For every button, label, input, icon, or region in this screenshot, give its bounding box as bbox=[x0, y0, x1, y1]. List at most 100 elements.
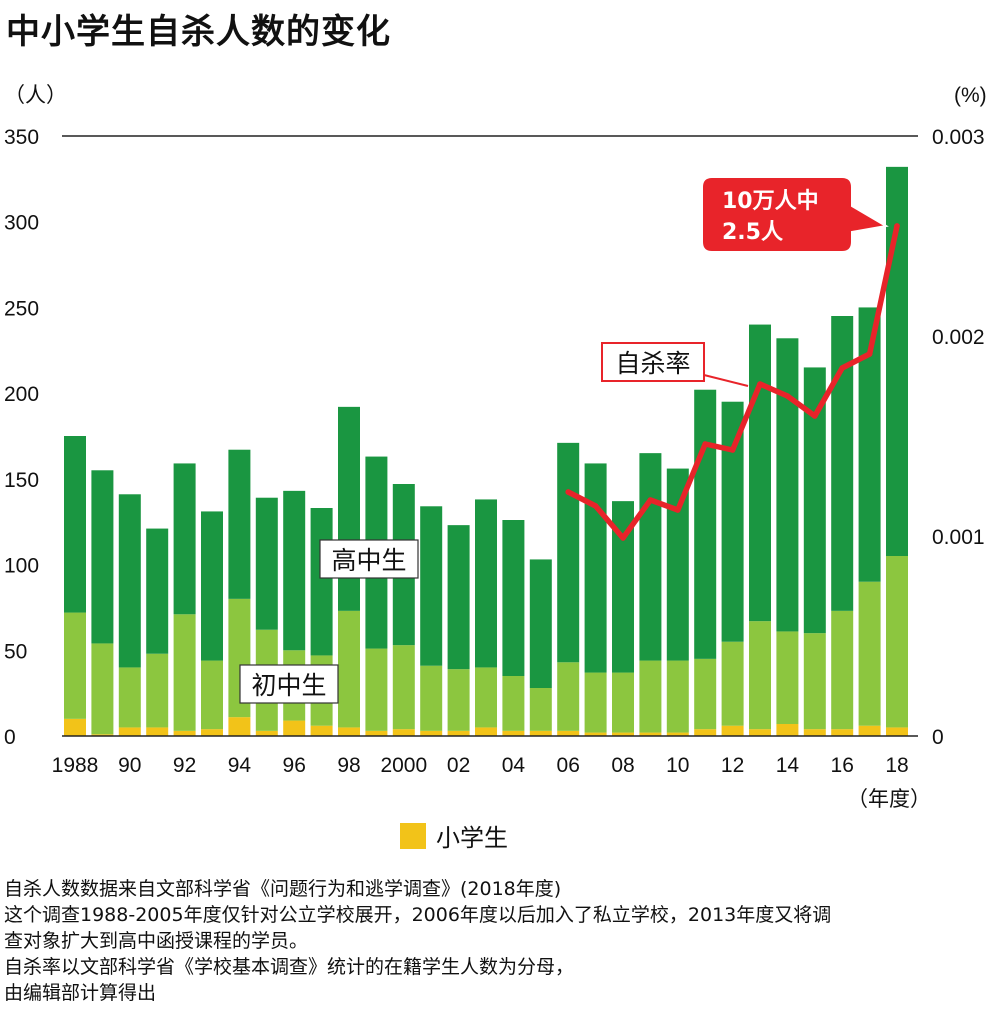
rate-point bbox=[592, 503, 599, 509]
bar-segment bbox=[447, 669, 470, 731]
rate-point bbox=[647, 497, 654, 503]
y2-tick-label: 0 bbox=[932, 726, 944, 749]
bar-segment bbox=[201, 660, 223, 730]
x-tick-label: 96 bbox=[283, 754, 306, 777]
x-tick-label: 14 bbox=[776, 754, 800, 777]
bar-segment bbox=[118, 494, 141, 668]
bar-segment bbox=[529, 688, 552, 731]
bar-segment bbox=[749, 729, 771, 736]
bar-segment bbox=[858, 307, 881, 582]
bar-segment bbox=[886, 556, 908, 728]
y-tick-label: 50 bbox=[4, 640, 27, 663]
bar-segment bbox=[749, 324, 771, 622]
page-title: 中小学生自杀人数的变化 bbox=[6, 12, 391, 52]
footnotes: 自杀人数数据来自文部科学省《问题行为和逃学调查》(2018年度) 这个调查198… bbox=[4, 876, 996, 1006]
bar-segment bbox=[831, 729, 854, 736]
bar-segment bbox=[283, 720, 306, 736]
bar-segment bbox=[228, 717, 251, 736]
rate-point bbox=[675, 507, 681, 513]
bar-segment bbox=[64, 612, 86, 719]
bar-segment bbox=[557, 662, 580, 731]
label-rate: 自杀率 bbox=[615, 349, 690, 378]
rate-label-pointer bbox=[699, 373, 749, 387]
rate-point bbox=[620, 535, 626, 541]
bar-segment bbox=[475, 727, 497, 736]
bar-segment bbox=[612, 501, 634, 673]
rate-point bbox=[565, 489, 571, 495]
bar-segment bbox=[255, 497, 278, 630]
bar-segment bbox=[831, 610, 854, 730]
x-tick-label: 10 bbox=[666, 754, 689, 777]
bar-segment bbox=[612, 672, 634, 733]
bar-segment bbox=[447, 730, 470, 736]
bar-segment bbox=[776, 724, 799, 736]
footnote-line: 由编辑部计算得出 bbox=[4, 982, 157, 1004]
bar-segment bbox=[475, 667, 497, 728]
bar-segment bbox=[858, 581, 881, 726]
chart: 0 50 100 150 200 250 300 350 0 0.001 0.002 0.003 （人）… bbox=[4, 84, 987, 811]
bar-segment bbox=[310, 725, 333, 736]
rate-point bbox=[729, 447, 736, 453]
bar-segment bbox=[831, 316, 854, 611]
rate-point bbox=[894, 223, 900, 229]
bar-segment bbox=[64, 436, 86, 613]
bar-segment bbox=[502, 730, 525, 736]
rate-point bbox=[784, 393, 791, 399]
bar-segment bbox=[803, 633, 826, 730]
bar-segment bbox=[584, 463, 607, 673]
bar-segment bbox=[612, 732, 634, 736]
bar-segment bbox=[666, 660, 689, 733]
y-tick-label: 250 bbox=[4, 297, 39, 320]
bar-segment bbox=[91, 470, 114, 644]
bar-segment bbox=[529, 730, 552, 736]
bar-segment bbox=[639, 732, 662, 736]
bar-segment bbox=[118, 727, 141, 736]
axes: 0 50 100 150 200 250 300 350 0 0.001 0.002 0.003 （人）… bbox=[4, 84, 987, 811]
label-box-middle bbox=[239, 664, 339, 704]
bar-segment bbox=[392, 645, 415, 730]
bar-segment bbox=[721, 641, 744, 726]
bar-segment bbox=[694, 658, 717, 730]
x-axis-unit: （年度） bbox=[847, 788, 931, 811]
x-tick-label: 02 bbox=[447, 754, 470, 777]
footnote-line: 查对象扩大到高中函授课程的学员。 bbox=[4, 930, 309, 952]
footnote-line: 这个调查1988-2005年度仅针对公立学校展开，2006年度以后加入了私立学校… bbox=[4, 904, 832, 926]
callout-line-1: 10万人中 bbox=[722, 189, 819, 214]
y2-tick-label: 0.002 bbox=[932, 326, 985, 349]
bar-segment bbox=[475, 499, 497, 668]
rate-point bbox=[839, 365, 845, 371]
bar-segment bbox=[502, 676, 525, 731]
bar-segment bbox=[338, 610, 360, 728]
x-tick-label: 1988 bbox=[52, 754, 99, 777]
bar-segment bbox=[584, 732, 607, 736]
x-tick-label: 92 bbox=[173, 754, 196, 777]
bar-segment bbox=[173, 614, 196, 731]
bar-segment bbox=[228, 449, 251, 599]
x-tick-label: 16 bbox=[831, 754, 854, 777]
bar-segment bbox=[173, 730, 196, 736]
bar-segment bbox=[803, 729, 826, 736]
bar-segment bbox=[338, 406, 360, 611]
bar-segment bbox=[776, 631, 799, 724]
y-tick-label: 150 bbox=[4, 469, 39, 492]
bar-segment bbox=[283, 490, 306, 651]
rate-point bbox=[812, 413, 818, 419]
callout-line-2: 2.5人 bbox=[722, 220, 783, 245]
bar-segment bbox=[255, 730, 278, 736]
footnote-line: 自杀率以文部科学省《学校基本调查》统计的在籍学生人数为分母， bbox=[4, 956, 575, 978]
y-tick-label: 100 bbox=[4, 555, 39, 578]
callout-bubble bbox=[701, 176, 889, 253]
y-tick-label: 200 bbox=[4, 383, 39, 406]
legend-swatch-elementary bbox=[400, 822, 426, 849]
bar-segment bbox=[666, 468, 689, 661]
bar-segment bbox=[91, 643, 114, 735]
x-tick-label: 08 bbox=[611, 754, 634, 777]
bar-segment bbox=[310, 508, 333, 656]
x-tick-label: 18 bbox=[885, 754, 908, 777]
bar-segment bbox=[803, 367, 826, 634]
bar-segment bbox=[721, 725, 744, 736]
bar-segment bbox=[146, 528, 169, 654]
bar-segment bbox=[420, 730, 443, 736]
label-high-school: 高中生 bbox=[331, 546, 406, 575]
bar-segment bbox=[694, 389, 717, 659]
